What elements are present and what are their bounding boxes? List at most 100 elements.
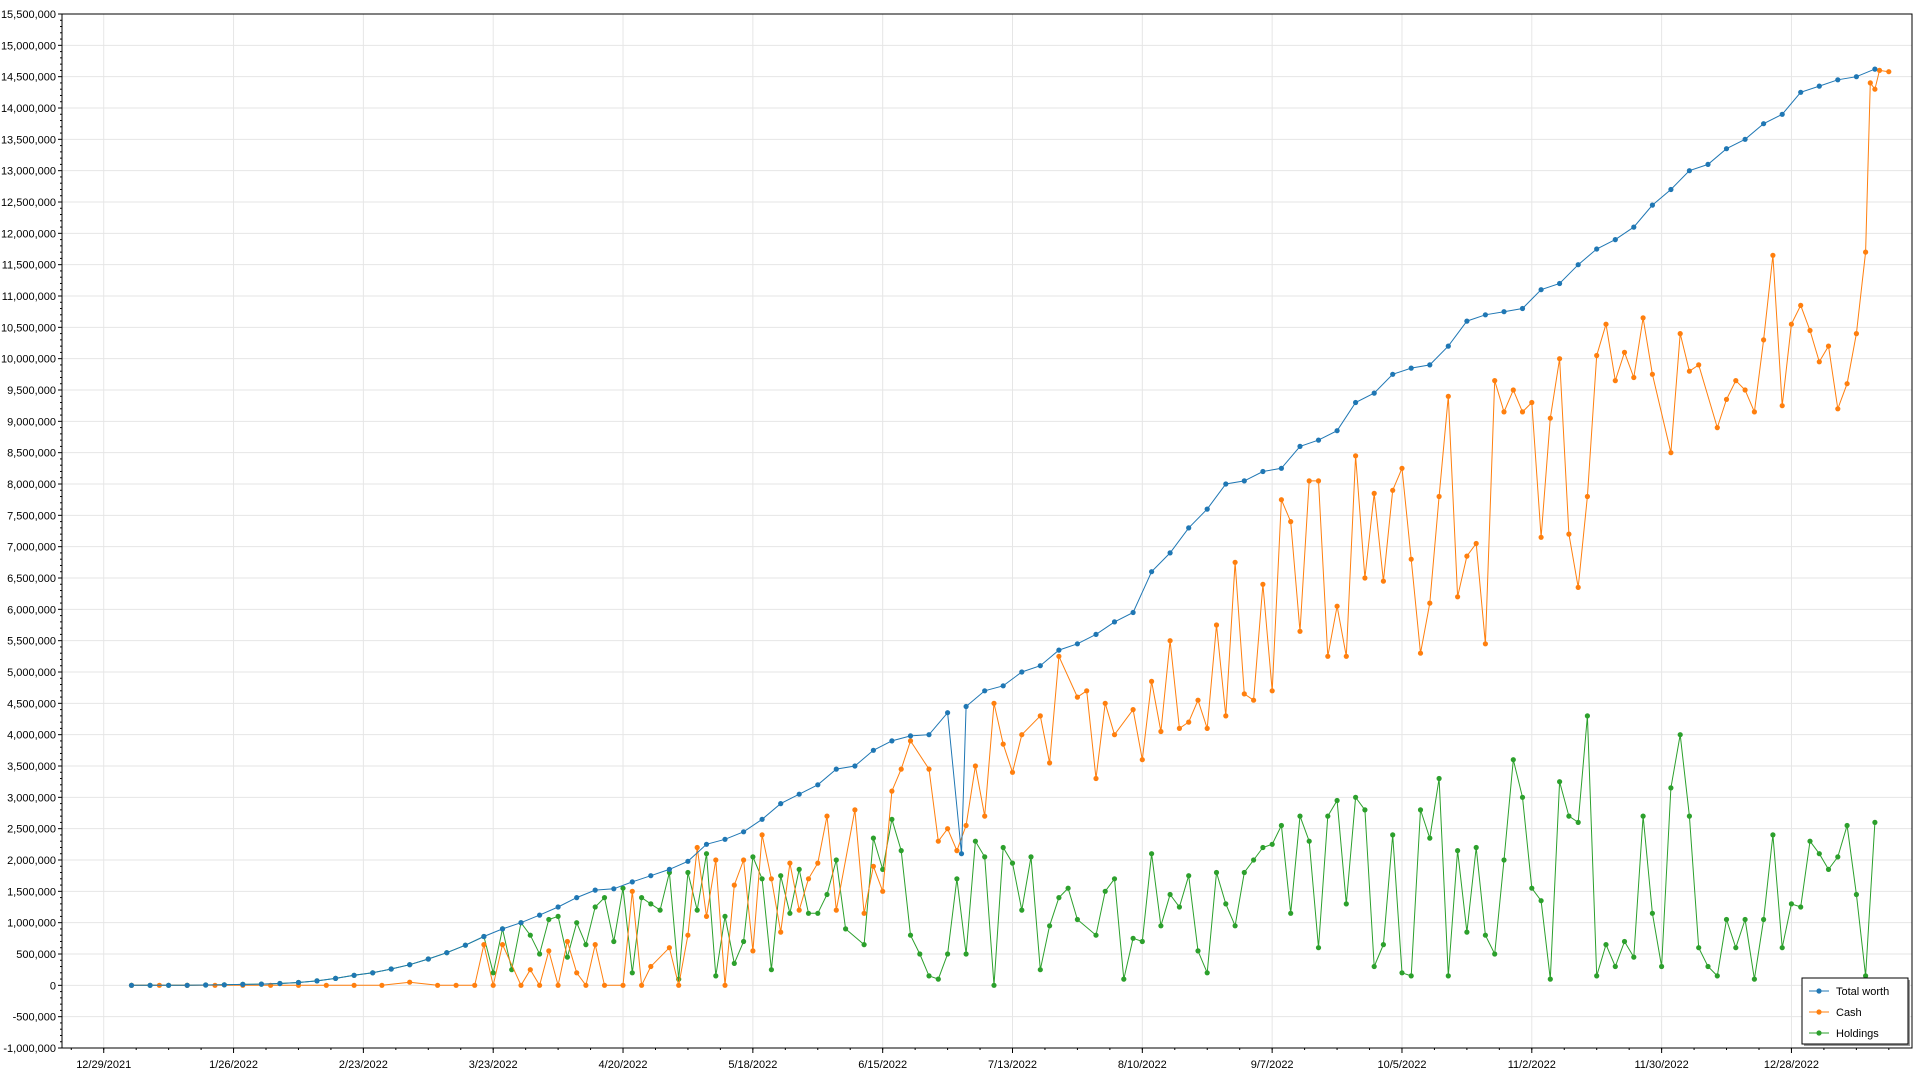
data-point-cash xyxy=(351,982,357,988)
data-point-holdings xyxy=(648,901,654,907)
data-point-cash xyxy=(601,982,608,988)
data-point-total-worth xyxy=(1612,237,1618,243)
data-point-cash xyxy=(1612,378,1618,384)
data-point-holdings xyxy=(1028,854,1034,860)
data-point-total-worth xyxy=(1260,468,1266,475)
data-point-cash xyxy=(666,945,673,951)
data-point-holdings xyxy=(982,854,988,860)
data-point-holdings xyxy=(898,848,904,854)
data-point-total-worth xyxy=(759,816,765,822)
x-tick-label: 7/13/2022 xyxy=(988,1059,1037,1071)
data-point-cash xyxy=(1557,356,1563,362)
data-point-cash xyxy=(1353,453,1359,459)
data-point-holdings xyxy=(611,938,617,945)
x-tick-label: 11/2/2022 xyxy=(1508,1059,1556,1071)
data-point-holdings xyxy=(1547,976,1553,982)
y-tick-label: 7,000,000 xyxy=(7,542,56,554)
data-point-holdings xyxy=(1594,973,1600,979)
data-point-cash xyxy=(1482,641,1488,647)
y-tick-label: 15,000,000 xyxy=(1,40,56,52)
data-point-cash xyxy=(898,766,904,772)
data-point-holdings xyxy=(1538,898,1544,904)
data-point-holdings xyxy=(1297,813,1303,819)
data-point-cash xyxy=(713,857,719,863)
data-point-total-worth xyxy=(1149,569,1155,575)
data-point-total-worth xyxy=(1204,506,1210,512)
data-point-cash xyxy=(583,982,589,988)
data-point-cash xyxy=(991,700,997,706)
y-tick-label: 5,000,000 xyxy=(7,667,56,679)
data-point-total-worth xyxy=(1649,202,1655,208)
data-point-cash xyxy=(1371,490,1377,496)
data-point-cash xyxy=(907,738,914,744)
data-point-holdings xyxy=(1065,885,1071,891)
data-point-holdings xyxy=(787,910,793,916)
data-point-cash xyxy=(564,938,571,945)
y-tick-label: -1,000,000 xyxy=(3,1043,56,1055)
series-layer xyxy=(128,66,1892,988)
data-point-cash xyxy=(1853,331,1859,337)
data-point-total-worth xyxy=(1631,224,1637,230)
data-point-holdings xyxy=(1306,838,1312,844)
data-point-cash xyxy=(768,876,775,882)
data-point-cash xyxy=(1835,406,1841,412)
data-point-total-worth xyxy=(1111,619,1118,625)
data-point-cash xyxy=(648,963,654,970)
data-point-holdings xyxy=(1788,901,1794,907)
data-point-cash xyxy=(1492,378,1498,384)
data-point-holdings xyxy=(722,913,728,920)
data-point-holdings xyxy=(620,885,626,891)
data-point-cash xyxy=(1149,678,1155,685)
data-point-total-worth xyxy=(1872,66,1878,72)
data-point-cash xyxy=(574,970,580,976)
data-point-cash xyxy=(1408,556,1414,562)
data-point-holdings xyxy=(1380,942,1386,948)
data-point-holdings xyxy=(1195,948,1201,954)
data-point-cash xyxy=(1102,700,1108,706)
data-point-holdings xyxy=(935,976,941,982)
plot-area-frame xyxy=(61,13,1913,1049)
data-point-holdings xyxy=(1445,973,1451,979)
series-total-worth xyxy=(128,66,1878,988)
data-point-cash xyxy=(1464,553,1470,559)
data-point-total-worth xyxy=(1130,609,1136,616)
y-tick-label: 9,500,000 xyxy=(7,385,56,397)
data-point-holdings xyxy=(972,838,979,844)
data-point-total-worth xyxy=(333,975,339,982)
data-point-cash xyxy=(1176,725,1182,732)
data-point-holdings xyxy=(629,970,635,976)
data-point-cash xyxy=(1269,688,1275,694)
data-point-total-worth xyxy=(147,982,153,988)
data-point-holdings xyxy=(555,913,561,920)
data-point-holdings xyxy=(1278,822,1284,829)
data-point-holdings xyxy=(592,904,598,910)
data-point-holdings xyxy=(1723,916,1730,923)
data-point-cash xyxy=(1436,493,1442,500)
data-point-cash xyxy=(1445,393,1451,399)
data-point-total-worth xyxy=(184,982,190,988)
data-point-cash xyxy=(889,788,895,794)
data-point-total-worth xyxy=(703,841,710,847)
data-point-holdings xyxy=(731,960,737,967)
data-point-total-worth xyxy=(852,763,858,769)
data-point-cash xyxy=(1417,650,1424,656)
data-point-cash xyxy=(592,942,598,948)
y-tick-label: 1,000,000 xyxy=(7,918,56,930)
legend-label-holdings: Holdings xyxy=(1836,1028,1879,1040)
data-point-cash xyxy=(453,982,459,988)
data-point-cash xyxy=(620,982,626,988)
data-point-cash xyxy=(1886,69,1892,75)
legend[interactable]: Total worth Cash Holdings xyxy=(1801,977,1910,1046)
x-tick-label: 10/5/2022 xyxy=(1378,1059,1427,1071)
data-point-total-worth xyxy=(1297,443,1303,449)
data-point-cash xyxy=(472,982,478,988)
data-point-holdings xyxy=(537,951,543,957)
data-point-total-worth xyxy=(462,942,468,948)
y-tick-label: 4,500,000 xyxy=(7,698,56,710)
data-point-total-worth xyxy=(833,766,839,772)
data-point-cash xyxy=(323,982,329,988)
series-line-total-worth xyxy=(131,68,1876,986)
data-point-total-worth xyxy=(203,982,209,988)
x-tick-label: 6/15/2022 xyxy=(858,1059,907,1071)
data-point-total-worth xyxy=(1334,428,1340,434)
